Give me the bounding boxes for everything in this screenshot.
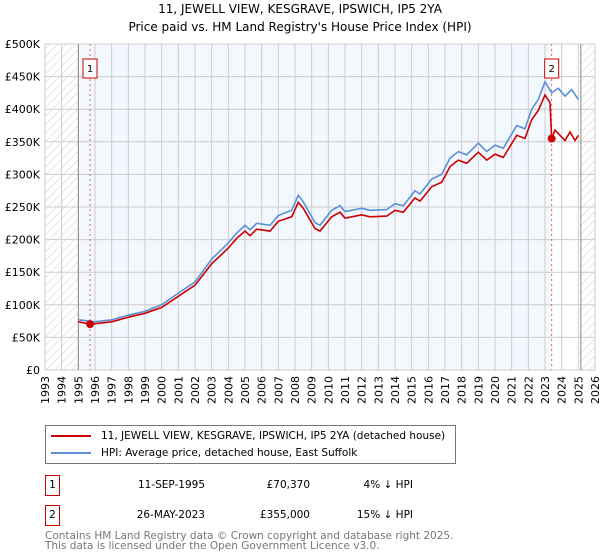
x-tick-label: 2006 bbox=[256, 376, 269, 404]
transaction-hpi-diff: 4% ↓ HPI bbox=[363, 479, 413, 491]
x-tick-label: 1998 bbox=[122, 376, 135, 404]
footer-line: Contains HM Land Registry data © Crown c… bbox=[45, 530, 454, 542]
x-tick-label: 2002 bbox=[189, 376, 202, 404]
footer-line: This data is licensed under the Open Gov… bbox=[45, 540, 380, 552]
legend-item-property: 11, JEWELL VIEW, KESGRAVE, IPSWICH, IP5 … bbox=[51, 428, 445, 444]
x-tick-label: 2017 bbox=[439, 376, 452, 404]
legend-swatch-red bbox=[51, 435, 91, 437]
y-tick-label: £100K bbox=[5, 299, 41, 312]
x-tick-label: 2004 bbox=[222, 376, 235, 404]
legend-item-hpi: HPI: Average price, detached house, East… bbox=[51, 445, 357, 461]
y-tick-label: £350K bbox=[5, 136, 41, 149]
x-tick-label: 2009 bbox=[306, 376, 319, 404]
legend-label: 11, JEWELL VIEW, KESGRAVE, IPSWICH, IP5 … bbox=[101, 430, 446, 442]
x-tick-label: 2008 bbox=[289, 376, 302, 404]
transaction-date: 26-MAY-2023 bbox=[136, 509, 205, 521]
transaction-row: 1 11-SEP-1995 £70,370 4% ↓ HPI bbox=[45, 475, 445, 497]
x-tick-label: 1997 bbox=[106, 376, 119, 404]
legend-swatch-blue bbox=[51, 452, 91, 454]
transaction-price: £355,000 bbox=[259, 509, 310, 521]
sale-label: 2 bbox=[548, 64, 554, 75]
transaction-price: £70,370 bbox=[266, 479, 310, 491]
transaction-marker: 1 bbox=[45, 475, 60, 496]
y-tick-label: £300K bbox=[5, 168, 41, 181]
x-tick-label: 2019 bbox=[472, 376, 485, 404]
y-tick-label: £250K bbox=[5, 201, 41, 214]
price-chart: 11, JEWELL VIEW, KESGRAVE, IPSWICH, IP5 … bbox=[5, 2, 600, 404]
x-tick-label: 1999 bbox=[139, 376, 152, 404]
sale-point bbox=[86, 320, 94, 329]
x-tick-label: 2003 bbox=[206, 376, 219, 404]
x-tick-label: 1996 bbox=[89, 376, 102, 404]
x-tick-label: 2000 bbox=[156, 376, 169, 404]
transaction-marker: 2 bbox=[45, 505, 60, 526]
sale-label-box bbox=[82, 58, 98, 79]
y-tick-label: £200K bbox=[5, 234, 41, 247]
x-tick-label: 2010 bbox=[322, 376, 335, 404]
x-tick-label: 2022 bbox=[522, 376, 535, 404]
x-tick-label: 2025 bbox=[572, 376, 585, 404]
x-tick-label: 2016 bbox=[422, 376, 435, 404]
chart-legend: 11, JEWELL VIEW, KESGRAVE, IPSWICH, IP5 … bbox=[45, 425, 456, 464]
x-tick-label: 2020 bbox=[489, 376, 502, 404]
x-tick-label: 2015 bbox=[406, 376, 419, 404]
y-tick-label: £500K bbox=[5, 38, 41, 51]
sale-label-box bbox=[544, 58, 560, 79]
y-tick-label: £0 bbox=[26, 364, 40, 377]
x-tick-label: 2011 bbox=[339, 376, 352, 404]
footer-attribution: Contains HM Land Registry data © Crown c… bbox=[45, 530, 454, 552]
x-tick-label: 2021 bbox=[506, 376, 519, 404]
chart-title: 11, JEWELL VIEW, KESGRAVE, IPSWICH, IP5 … bbox=[158, 2, 443, 16]
y-tick-label: £50K bbox=[12, 331, 41, 344]
x-tick-label: 2001 bbox=[172, 376, 185, 404]
x-tick-label: 1994 bbox=[56, 376, 69, 404]
sale-label: 1 bbox=[87, 64, 93, 75]
x-tick-label: 2013 bbox=[372, 376, 385, 404]
x-tick-label: 1995 bbox=[72, 376, 85, 404]
y-tick-label: £150K bbox=[5, 266, 41, 279]
y-tick-label: £450K bbox=[5, 71, 41, 84]
transaction-row: 2 26-MAY-2023 £355,000 15% ↓ HPI bbox=[45, 505, 445, 527]
transaction-hpi-diff: 15% ↓ HPI bbox=[356, 509, 413, 521]
chart-subtitle: Price paid vs. HM Land Registry's House … bbox=[128, 20, 471, 34]
x-tick-label: 2005 bbox=[239, 376, 252, 404]
x-tick-label: 2012 bbox=[356, 376, 369, 404]
series-line bbox=[78, 93, 579, 325]
legend-label: HPI: Average price, detached house, East… bbox=[101, 447, 358, 459]
x-tick-label: 2014 bbox=[389, 376, 402, 404]
y-tick-label: £400K bbox=[5, 103, 41, 116]
series-line bbox=[78, 79, 579, 323]
x-tick-label: 1993 bbox=[39, 376, 52, 404]
x-tick-label: 2026 bbox=[589, 376, 600, 404]
x-tick-label: 2018 bbox=[456, 376, 469, 404]
transaction-date: 11-SEP-1995 bbox=[137, 479, 205, 491]
sale-point bbox=[547, 134, 556, 143]
x-tick-label: 2023 bbox=[539, 376, 552, 404]
x-tick-label: 2007 bbox=[272, 376, 285, 404]
x-tick-label: 2024 bbox=[556, 376, 569, 404]
